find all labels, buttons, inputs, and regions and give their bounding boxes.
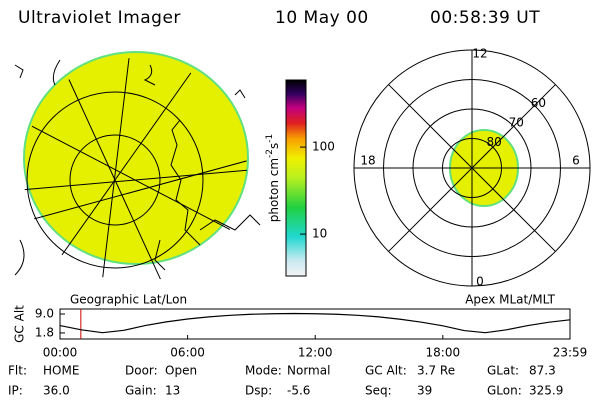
status-value: 325.9 xyxy=(529,384,563,398)
status-value: HOME xyxy=(43,364,79,378)
x-tick-label: 12:00 xyxy=(298,346,333,360)
status-label: Gain: xyxy=(125,384,157,398)
exp: -1 xyxy=(265,134,275,143)
status-label: Mode: xyxy=(245,364,282,378)
date: 10 May 00 xyxy=(275,8,369,28)
unit: s xyxy=(267,143,281,149)
lat-ring xyxy=(383,79,561,257)
status-label: GC Alt: xyxy=(365,364,407,378)
status-value: 39 xyxy=(417,384,432,398)
status-label: Seq: xyxy=(365,384,392,398)
lat-ring xyxy=(412,108,532,228)
status-value: 3.7 Re xyxy=(417,364,455,378)
x-tick-label: 23:59 xyxy=(553,346,588,360)
unit: photon cm xyxy=(267,158,281,222)
mlt-label: 12 xyxy=(472,47,487,61)
exp: -2 xyxy=(265,149,275,158)
colorbar-tick-label: 10 xyxy=(312,227,327,241)
status-label: IP: xyxy=(8,384,23,398)
lat-ring xyxy=(442,138,502,198)
geo-label: Geographic Lat/Lon xyxy=(70,293,187,307)
status-value: 13 xyxy=(165,384,180,398)
lat-label: 60 xyxy=(531,96,546,110)
mlt-label: 6 xyxy=(572,154,580,168)
alt-ylabel: GC Alt xyxy=(13,305,27,343)
geo-image xyxy=(14,51,261,282)
colorbar-tick-label: 100 xyxy=(312,140,335,154)
y-tick-label: 9.0 xyxy=(35,307,54,321)
x-tick-label: 18:00 xyxy=(426,346,461,360)
status-value: Open xyxy=(165,364,197,378)
colorbar-unit: photon cm-2s-1 xyxy=(265,134,281,223)
status-value: 36.0 xyxy=(43,384,70,398)
status-label: GLon: xyxy=(487,384,522,398)
altitude-line xyxy=(59,312,571,334)
polar-plot xyxy=(353,49,591,287)
y-tick-label: 1.8 xyxy=(35,325,54,339)
status-value: 87.3 xyxy=(529,364,556,378)
mlt-label: 18 xyxy=(360,154,375,168)
status-value: -5.6 xyxy=(287,384,310,398)
status-label: Dsp: xyxy=(245,384,272,398)
status-value: Normal xyxy=(287,364,330,378)
status-label: Flt: xyxy=(8,364,27,378)
colorbar xyxy=(285,79,307,277)
x-tick-label: 06:00 xyxy=(170,346,205,360)
mlt-label: 0 xyxy=(476,275,484,289)
lat-label: 80 xyxy=(486,135,501,149)
status-label: GLat: xyxy=(487,364,519,378)
polar-label: Apex MLat/MLT xyxy=(465,293,555,307)
time: 00:58:39 UT xyxy=(430,8,540,28)
lat-label: 70 xyxy=(509,116,524,130)
status-label: Door: xyxy=(125,364,158,378)
x-tick-label: 00:00 xyxy=(43,346,78,360)
instrument: Ultraviolet Imager xyxy=(18,8,181,28)
